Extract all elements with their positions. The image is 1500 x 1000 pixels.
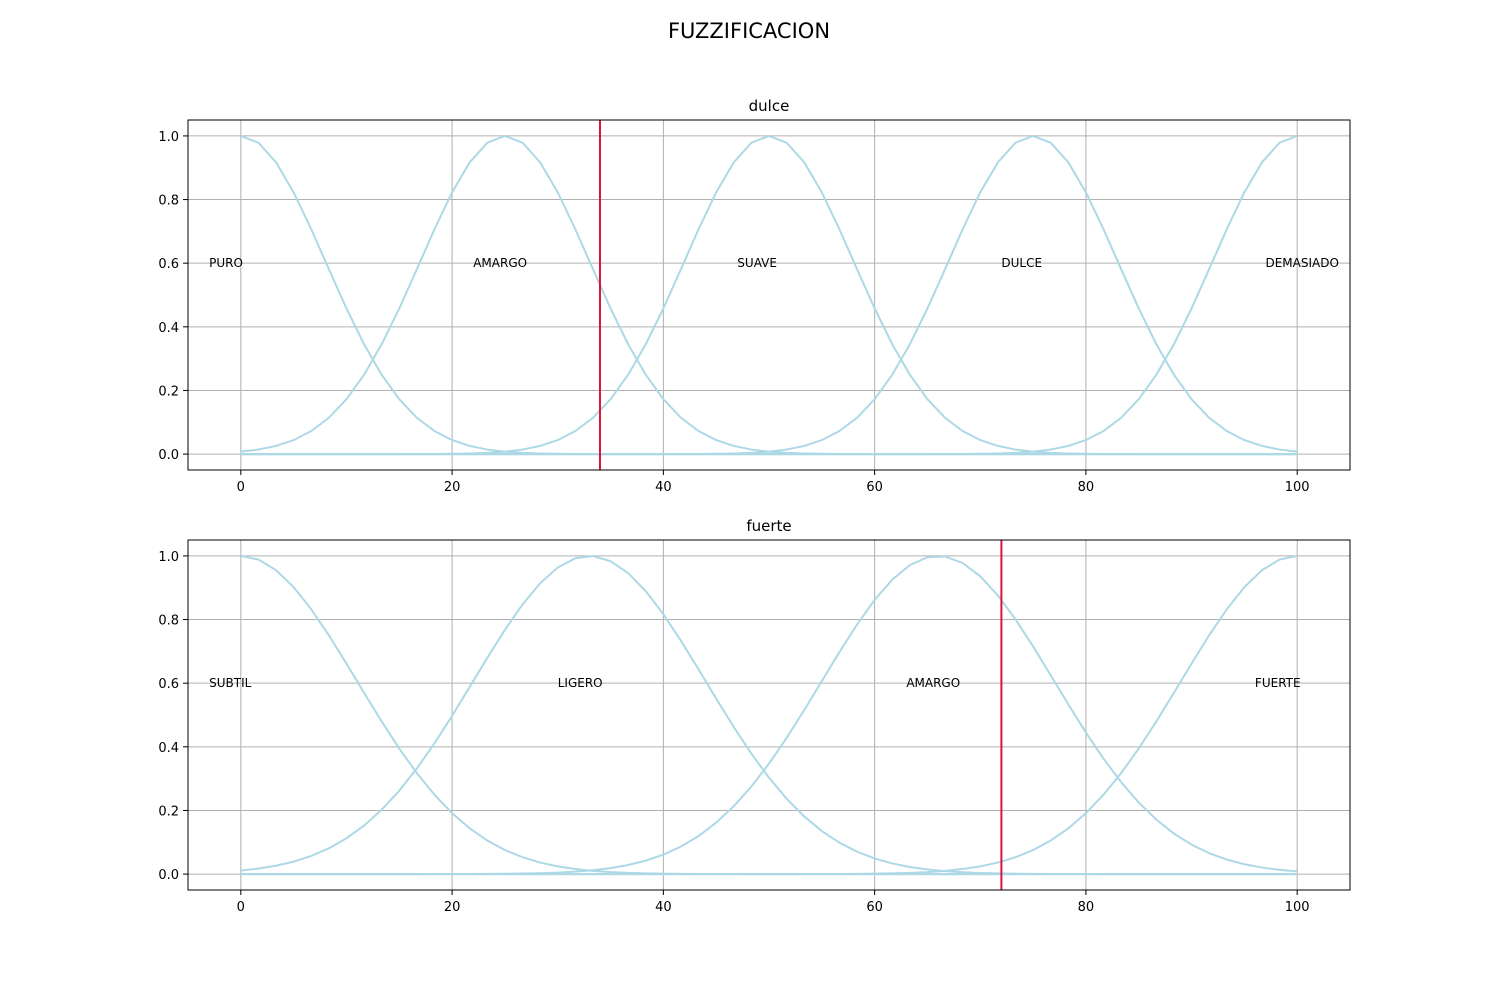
x-tick-label: 100 [1285, 900, 1310, 915]
membership-curve-demasiado [240, 134, 1298, 456]
x-tick-label: 80 [1078, 900, 1095, 915]
subplot-title: dulce [749, 97, 790, 115]
set-label-dulce: DULCE [1001, 256, 1042, 270]
axes-frame [187, 119, 1351, 471]
y-tick-label: 0.6 [158, 257, 179, 272]
membership-curve-amargo [240, 134, 1298, 456]
x-tick-label: 60 [866, 480, 883, 495]
y-tick-label: 0.6 [158, 677, 179, 692]
membership-curve-ligero [240, 555, 1298, 876]
x-tick-label: 60 [866, 900, 883, 915]
y-tick-label: 0.4 [158, 321, 179, 336]
membership-curve-suave [240, 134, 1298, 456]
y-tick-label: 0.0 [158, 448, 179, 463]
set-label-ligero: LIGERO [558, 676, 603, 690]
membership-curve-puro [240, 134, 1298, 456]
set-label-amargo: AMARGO [906, 676, 960, 690]
y-tick-label: 0.8 [158, 194, 179, 209]
membership-curve-subtil [240, 554, 1298, 876]
y-tick-label: 0.0 [158, 868, 179, 883]
y-tick-label: 1.0 [158, 130, 179, 145]
set-label-suave: SUAVE [737, 256, 777, 270]
dulce-subplot: PURO AMARGO SUAVE DULCE DEMASIADO 0 20 40 60 80 10… [158, 97, 1351, 495]
y-tick-label: 0.2 [158, 384, 179, 399]
y-tick-label: 1.0 [158, 550, 179, 565]
x-tick-label: 20 [444, 480, 461, 495]
set-label-amargo: AMARGO [473, 256, 527, 270]
membership-curve-fuerte [240, 554, 1298, 876]
set-label-puro: PURO [209, 256, 243, 270]
x-tick-label: 20 [444, 900, 461, 915]
membership-curve-amargo [240, 555, 1298, 876]
fuerte-subplot: SUBTIL LIGERO AMARGO FUERTE 0 20 40 60 80 100 0.0 0… [158, 517, 1351, 915]
x-tick-label: 0 [237, 480, 245, 495]
x-tick-label: 40 [655, 480, 672, 495]
y-tick-label: 0.8 [158, 614, 179, 629]
membership-curve-dulce [240, 134, 1298, 456]
set-label-fuerte: FUERTE [1255, 676, 1301, 690]
x-tick-label: 80 [1078, 480, 1095, 495]
subplot-title: fuerte [746, 517, 791, 535]
y-tick-label: 0.4 [158, 741, 179, 756]
x-tick-label: 0 [237, 900, 245, 915]
x-tick-label: 100 [1285, 480, 1310, 495]
set-label-demasiado: DEMASIADO [1265, 256, 1338, 270]
x-tick-label: 40 [655, 900, 672, 915]
y-tick-label: 0.2 [158, 804, 179, 819]
figure-title: FUZZIFICACION [668, 19, 830, 43]
set-label-subtil: SUBTIL [209, 676, 252, 690]
axes-frame [187, 539, 1351, 891]
